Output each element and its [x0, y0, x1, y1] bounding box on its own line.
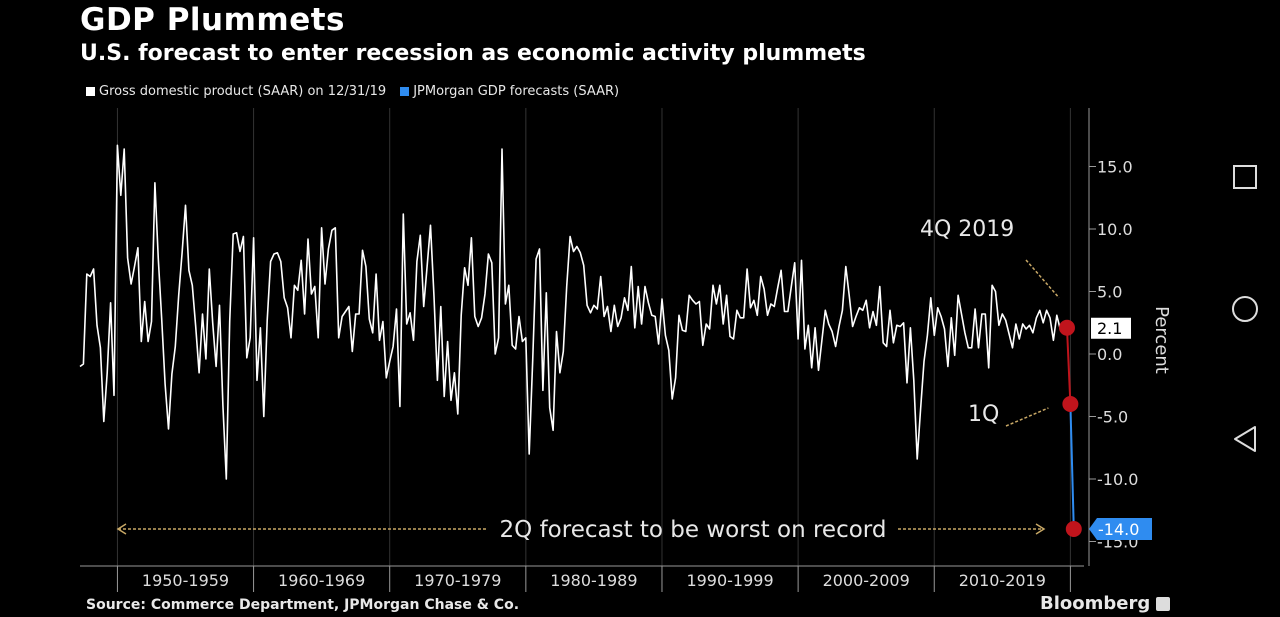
back-icon[interactable] — [1224, 418, 1266, 460]
legend-item-forecast: JPMorgan GDP forecasts (SAAR) — [400, 84, 619, 99]
decade-label: 2010-2019 — [959, 571, 1046, 590]
arrow-head-right — [1035, 523, 1046, 535]
brand-name: Bloomberg — [1040, 593, 1151, 614]
annotation-1q: 1Q — [968, 402, 999, 427]
arrow-head-left — [116, 523, 127, 535]
annotations: 2.1 -14.0 4Q 2019 1Q 2Q forecast to be worst… — [116, 217, 1152, 543]
forecast-segment-1q — [1065, 327, 1072, 405]
series-layer — [79, 144, 1075, 530]
y-tick-label: 5.0 — [1097, 283, 1122, 302]
forecast-marker — [1062, 396, 1079, 412]
decade-label: 1960-1969 — [278, 571, 365, 590]
decade-axis: 1950-1959 1960-1969 1970-1979 1980-1989 1990… — [80, 565, 1084, 592]
annotation-2q: 2Q forecast to be worst on record — [500, 517, 887, 543]
decade-label: 1970-1979 — [414, 571, 501, 590]
annotation-arrow — [1005, 407, 1049, 427]
gdp-chart: 1950-1959 1960-1969 1970-1979 1980-1989 1990… — [79, 108, 1172, 592]
forecast-marker — [1065, 521, 1082, 537]
gdp-history-line — [79, 144, 1067, 480]
decade-label: 1950-1959 — [142, 571, 229, 590]
y-tick-label: 15.0 — [1097, 158, 1133, 177]
legend-swatch-forecast — [400, 87, 410, 96]
home-icon[interactable] — [1224, 288, 1266, 330]
legend-label-history: Gross domestic product (SAAR) on 12/31/1… — [99, 84, 387, 99]
chart-title: GDP Plummets — [80, 2, 346, 38]
legend-swatch-history — [86, 87, 95, 96]
value-label-box — [1089, 518, 1152, 540]
legend: Gross domestic product (SAAR) on 12/31/1… — [86, 84, 619, 99]
value-label: 2.1 — [1097, 319, 1122, 338]
source-note: Source: Commerce Department, JPMorgan Ch… — [86, 597, 520, 613]
y-axis-label: Percent — [1151, 306, 1172, 374]
y-tick-label: 10.0 — [1097, 220, 1133, 239]
forecast-segment-2q — [1069, 403, 1075, 530]
terminal-icon — [1156, 596, 1171, 611]
y-tick-label: -10.0 — [1097, 470, 1138, 489]
decade-label: 1980-1989 — [550, 571, 637, 590]
legend-item-history: Gross domestic product (SAAR) on 12/31/1… — [86, 84, 386, 99]
android-nav-bar — [1210, 0, 1280, 617]
annotation-4q-2019: 4Q 2019 — [920, 217, 1014, 242]
y-tick-label: -5.0 — [1097, 408, 1128, 427]
annotation-arrow — [1025, 259, 1060, 299]
forecast-marker — [1058, 319, 1075, 336]
value-label: -14.0 — [1098, 520, 1139, 539]
decade-label: 2000-2009 — [823, 571, 910, 590]
brand-logo: Bloomberg — [1040, 593, 1171, 614]
recent-apps-icon[interactable] — [1224, 156, 1266, 198]
legend-label-forecast: JPMorgan GDP forecasts (SAAR) — [413, 84, 620, 99]
decade-label: 1990-1999 — [686, 571, 773, 590]
value-label-box — [1091, 317, 1131, 339]
chart-subtitle: U.S. forecast to enter recession as econ… — [80, 41, 866, 66]
y-tick-label: 0.0 — [1097, 345, 1122, 364]
